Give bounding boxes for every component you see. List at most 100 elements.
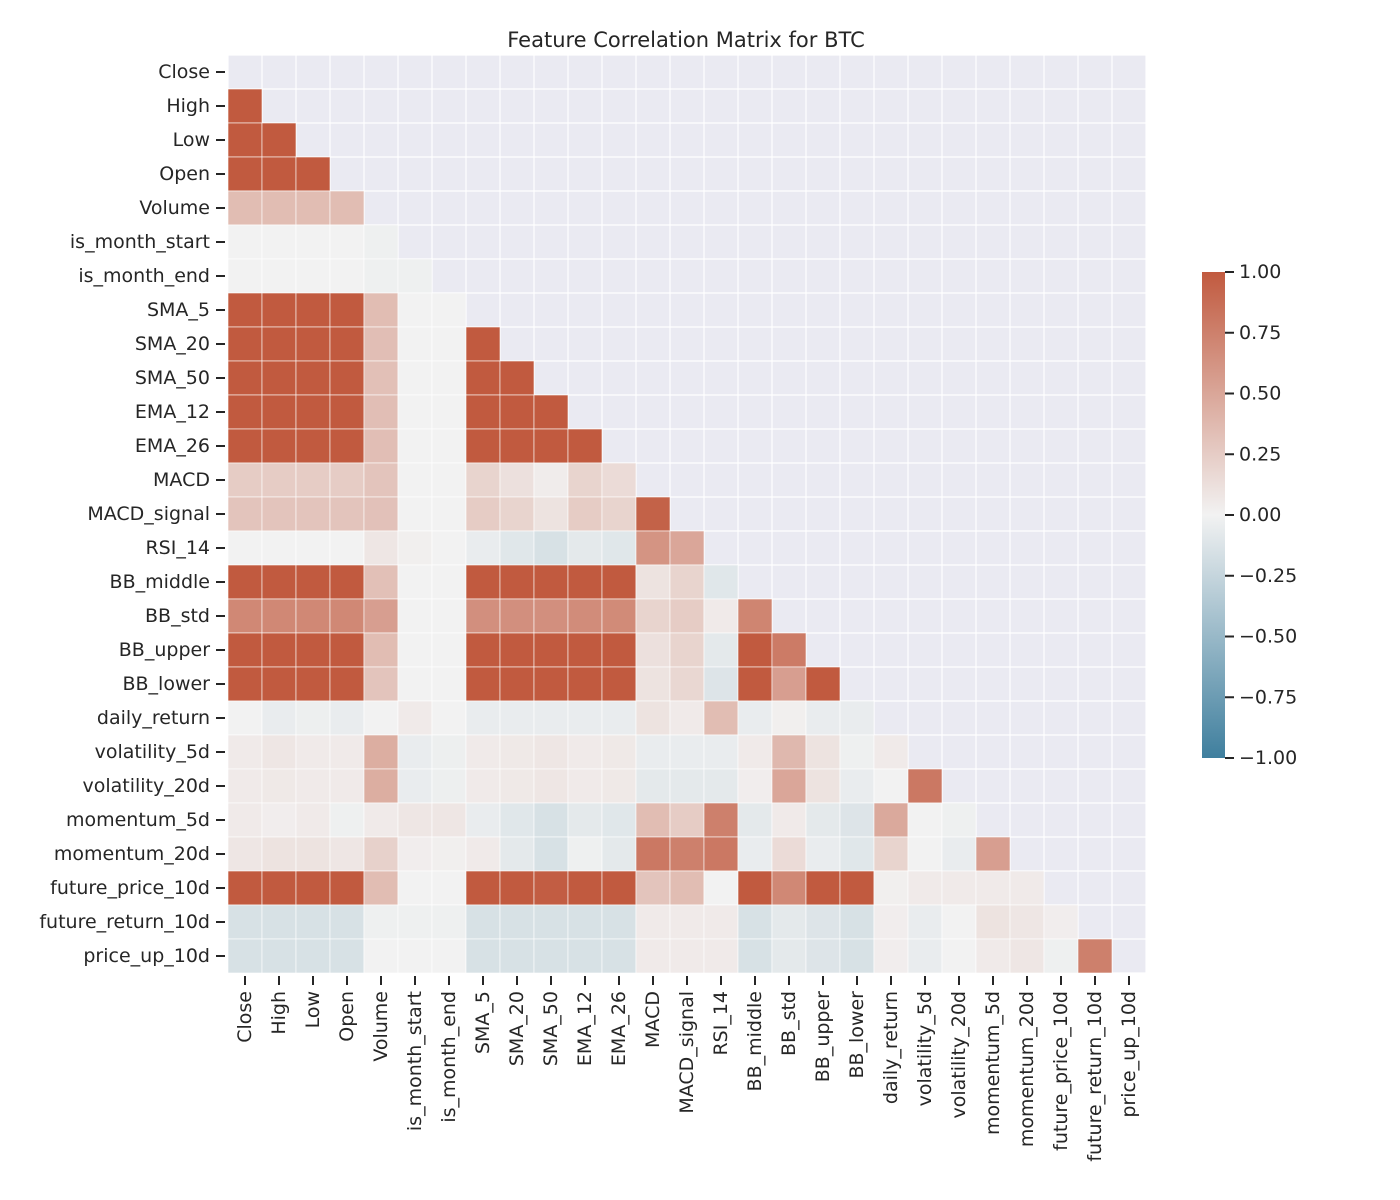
- x-tick-label: volatility_5d: [914, 991, 936, 1106]
- y-tick-label: BB_std: [145, 605, 210, 627]
- heatmap-cell-RSI_14-MACD_signal: [669, 530, 705, 566]
- heatmap-cell-MACD-SMA_5: [465, 462, 501, 498]
- heatmap-cell-BB_lower-EMA_26: [601, 666, 637, 702]
- heatmap-cell-future_price_10d-volatility_5d: [907, 870, 943, 906]
- heatmap-cell-daily_return-is_month_start: [397, 700, 433, 736]
- heatmap-cell-price_up_10d-EMA_12: [567, 938, 603, 974]
- heatmap-cell-momentum_20d-BB_lower: [839, 836, 875, 872]
- heatmap-cell-volatility_5d-Close: [227, 734, 263, 770]
- heatmap-cell-is_month_start-Volume: [363, 224, 399, 260]
- colorbar-tick-label: 0.75: [1239, 322, 1281, 344]
- heatmap-cell-RSI_14-Low: [295, 530, 331, 566]
- heatmap-cell-EMA_26-is_month_end: [431, 428, 467, 464]
- heatmap-cell-future_return_10d-SMA_50: [533, 904, 569, 940]
- heatmap-cell-future_return_10d-Low: [295, 904, 331, 940]
- heatmap-cell-EMA_26-High: [261, 428, 297, 464]
- heatmap-cell-momentum_5d-RSI_14: [703, 802, 739, 838]
- heatmap-cell-future_price_10d-EMA_26: [601, 870, 637, 906]
- heatmap-cell-momentum_20d-daily_return: [873, 836, 909, 872]
- x-tick-label: price_up_10d: [1118, 991, 1140, 1118]
- heatmap-cell-SMA_20-is_month_end: [431, 326, 467, 362]
- heatmap-cell-volatility_5d-BB_std: [771, 734, 807, 770]
- heatmap-cell-price_up_10d-MACD_signal: [669, 938, 705, 974]
- heatmap-cell-momentum_20d-MACD_signal: [669, 836, 705, 872]
- heatmap-cell-daily_return-Open: [329, 700, 365, 736]
- heatmap-cell-BB_lower-Low: [295, 666, 331, 702]
- heatmap-cell-BB_upper-SMA_5: [465, 632, 501, 668]
- heatmap-cell-BB_upper-MACD_signal: [669, 632, 705, 668]
- heatmap-cell-volatility_20d-Close: [227, 768, 263, 804]
- heatmap-cell-future_price_10d-Low: [295, 870, 331, 906]
- heatmap-cell-MACD-SMA_50: [533, 462, 569, 498]
- heatmap-cell-SMA_50-Volume: [363, 360, 399, 396]
- heatmap-cell-BB_lower-BB_upper: [805, 666, 841, 702]
- heatmap-cell-future_price_10d-RSI_14: [703, 870, 739, 906]
- heatmap-cell-volatility_20d-High: [261, 768, 297, 804]
- heatmap-cell-volatility_5d-MACD_signal: [669, 734, 705, 770]
- y-tick-label: momentum_20d: [54, 843, 210, 865]
- heatmap-cell-BB_std-is_month_end: [431, 598, 467, 634]
- heatmap-cell-SMA_20-Close: [227, 326, 263, 362]
- heatmap-cell-price_up_10d-volatility_5d: [907, 938, 943, 974]
- heatmap-cell-BB_upper-SMA_20: [499, 632, 535, 668]
- x-tick-label: BB_upper: [812, 991, 834, 1082]
- heatmap-cell-BB_middle-Close: [227, 564, 263, 600]
- heatmap-cell-future_price_10d-momentum_5d: [975, 870, 1011, 906]
- x-tick-label: MACD_signal: [676, 991, 698, 1114]
- heatmap-cell-price_up_10d-SMA_50: [533, 938, 569, 974]
- heatmap-cell-momentum_20d-BB_middle: [737, 836, 773, 872]
- x-tick-label: momentum_5d: [982, 991, 1004, 1135]
- heatmap-cell-future_price_10d-momentum_20d: [1009, 870, 1045, 906]
- heatmap-cell-EMA_12-is_month_start: [397, 394, 433, 430]
- heatmap-cell-momentum_20d-is_month_end: [431, 836, 467, 872]
- heatmap-cell-price_up_10d-future_price_10d: [1043, 938, 1079, 974]
- heatmap-cell-future_return_10d-High: [261, 904, 297, 940]
- heatmap-cell-is_month_end-Open: [329, 258, 365, 294]
- heatmap-cell-daily_return-Volume: [363, 700, 399, 736]
- heatmap-cell-price_up_10d-SMA_5: [465, 938, 501, 974]
- x-tick-label: volatility_20d: [948, 991, 970, 1119]
- heatmap-cell-future_price_10d-BB_upper: [805, 870, 841, 906]
- colorbar-tick-label: 0.00: [1239, 504, 1281, 526]
- heatmap-cell-BB_upper-RSI_14: [703, 632, 739, 668]
- heatmap-cell-volatility_20d-volatility_5d: [907, 768, 943, 804]
- heatmap-cell-MACD_signal-is_month_end: [431, 496, 467, 532]
- heatmap-cell-BB_lower-RSI_14: [703, 666, 739, 702]
- heatmap-cell-RSI_14-Open: [329, 530, 365, 566]
- heatmap-cell-volatility_5d-BB_middle: [737, 734, 773, 770]
- heatmap-cell-MACD-Close: [227, 462, 263, 498]
- heatmap-cell-BB_std-SMA_5: [465, 598, 501, 634]
- heatmap-cell-SMA_5-Open: [329, 292, 365, 328]
- heatmap-cell-momentum_5d-BB_upper: [805, 802, 841, 838]
- heatmap-cell-future_price_10d-Open: [329, 870, 365, 906]
- heatmap-cell-price_up_10d-Low: [295, 938, 331, 974]
- heatmap-cell-SMA_5-Volume: [363, 292, 399, 328]
- heatmap-cell-future_return_10d-future_price_10d: [1043, 904, 1079, 940]
- heatmap-cell-is_month_start-High: [261, 224, 297, 260]
- heatmap-cell-volatility_20d-daily_return: [873, 768, 909, 804]
- heatmap-cell-momentum_5d-SMA_20: [499, 802, 535, 838]
- heatmap-cell-volatility_5d-High: [261, 734, 297, 770]
- heatmap-cell-BB_upper-High: [261, 632, 297, 668]
- heatmap-cell-volatility_20d-RSI_14: [703, 768, 739, 804]
- heatmap-cell-BB_std-High: [261, 598, 297, 634]
- heatmap-cell-future_return_10d-is_month_start: [397, 904, 433, 940]
- heatmap-cell-daily_return-MACD: [635, 700, 671, 736]
- x-tick-label: is_month_start: [404, 991, 426, 1131]
- heatmap-cell-SMA_50-Close: [227, 360, 263, 396]
- heatmap-cell-momentum_5d-BB_middle: [737, 802, 773, 838]
- x-tick-label: SMA_50: [540, 991, 562, 1066]
- heatmap-cell-volatility_20d-Volume: [363, 768, 399, 804]
- x-tick-label: BB_std: [778, 991, 800, 1056]
- heatmap-cell-MACD_signal-Low: [295, 496, 331, 532]
- heatmap-cell-BB_upper-BB_middle: [737, 632, 773, 668]
- heatmap-cell-future_return_10d-volatility_5d: [907, 904, 943, 940]
- heatmap-cell-future_return_10d-MACD: [635, 904, 671, 940]
- colorbar-tick-label: 0.50: [1239, 383, 1281, 405]
- x-tick-label: Low: [302, 991, 324, 1028]
- heatmap-cell-MACD_signal-EMA_26: [601, 496, 637, 532]
- heatmap-cell-BB_upper-is_month_start: [397, 632, 433, 668]
- heatmap-cell-SMA_20-Open: [329, 326, 365, 362]
- heatmap-cell-BB_middle-SMA_50: [533, 564, 569, 600]
- heatmap-cell-BB_lower-EMA_12: [567, 666, 603, 702]
